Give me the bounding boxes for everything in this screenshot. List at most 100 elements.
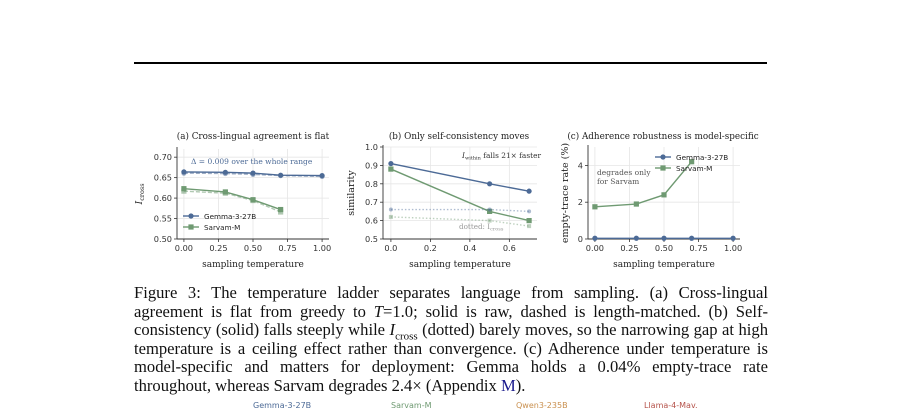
panel-c-title: (c) Adherence robustness is model-specif… xyxy=(567,131,758,142)
panel-b-series-2-point-1 xyxy=(487,207,492,212)
panel-a-legend-gemma-marker xyxy=(188,213,194,219)
panel-a-ytick-label-4: 0.70 xyxy=(154,152,172,162)
panel-c-ytick-label-1: 2 xyxy=(578,197,583,207)
panel-a-series-1-point-2 xyxy=(250,171,256,177)
panel-c-series-0-point-1 xyxy=(633,235,639,241)
panel-a-ylabel-subscript: cross xyxy=(138,183,146,200)
panel-b-series-1-point-1 xyxy=(487,208,493,214)
panel-b-ylabel: similarity xyxy=(346,170,357,216)
panel-b-annotation-text: falls 21× faster xyxy=(481,151,542,160)
panel-a-ytick-label-2: 0.60 xyxy=(154,193,172,203)
panel-b-series-2-line xyxy=(390,208,530,213)
caption-lead: Figure 3: The temperature ladder separat… xyxy=(134,283,768,321)
top-rule xyxy=(134,62,767,64)
panel-a-series-3-point-1 xyxy=(222,190,228,196)
panel-c-xlabel: sampling temperature xyxy=(613,260,715,270)
panel-b-annotation-subscript: within xyxy=(465,156,482,162)
panel-c-series-1-point-0 xyxy=(592,204,598,210)
panel-c-xtick-label-3: 0.75 xyxy=(689,243,707,253)
panel-b-dotted-note: dotted: Icross xyxy=(459,222,504,233)
panel-a-series-3-point-2 xyxy=(250,197,256,204)
bottom-legend-qwen: Qwen3-235B xyxy=(516,401,568,410)
caption-i-subscript: cross xyxy=(395,330,418,343)
panel-a-xtick-label-0: 0.00 xyxy=(175,243,193,253)
panel-b-xtick-label-2: 0.4 xyxy=(463,243,476,253)
panel-c-legend-gemma-marker xyxy=(660,154,666,160)
panel-c-annotation-line-1: degrades only xyxy=(597,168,651,177)
panel-b-series-3-point-0 xyxy=(388,214,393,219)
panel-b-title: (b) Only self-consistency moves xyxy=(389,131,530,142)
panel-a-xtick-label-3: 0.75 xyxy=(278,243,296,253)
panel-a-legend-sarvam-label: Sarvam-M xyxy=(204,223,240,232)
panel-b-ytick-label-2: 0.7 xyxy=(365,197,378,207)
caption-tail: ). xyxy=(515,375,526,395)
caption-middle: (dotted) barely moves, so the narrowing … xyxy=(134,320,769,395)
panel-c-xtick-label-2: 0.50 xyxy=(655,243,673,253)
panel-c-ytick-label-2: 4 xyxy=(578,160,583,170)
panel-c-series-1-point-2 xyxy=(661,192,667,198)
panel-c-series-0-point-2 xyxy=(661,235,667,241)
caption-i-symbol: I xyxy=(389,320,396,340)
panel-b-xlabel: sampling temperature xyxy=(409,260,511,270)
panel-c-series-1-line xyxy=(594,161,693,208)
panel-b-series-0-point-1 xyxy=(487,181,493,187)
panel-a-title: (a) Cross-lingual agreement is flat xyxy=(177,131,330,142)
panel-b-xtick-label-1: 0.2 xyxy=(424,243,437,253)
bottom-legend-llama: Llama-4-Mav. xyxy=(644,401,698,410)
panel-b-dotted-note-subscript: cross xyxy=(490,227,504,233)
panel-a-ylabel: Icross xyxy=(134,183,146,205)
panel-c-xtick-label-4: 1.00 xyxy=(724,243,742,253)
bottom-legend-gemma: Gemma-3-27B xyxy=(253,401,312,410)
panel-b-series-3-point-1 xyxy=(487,218,492,223)
panel-a-xtick-label-4: 1.00 xyxy=(313,243,331,253)
panel-b-dotted-note-text: dotted: I xyxy=(459,222,490,231)
panel-a-series-3-point-3 xyxy=(278,209,284,215)
panel-a-series-2-line xyxy=(183,187,281,211)
panel-b-ytick-label-4: 0.9 xyxy=(365,160,378,170)
panel-c-xtick-label-0: 0.00 xyxy=(586,243,604,253)
panel-a-xtick-label-2: 0.50 xyxy=(244,243,262,253)
panel-b-series-2-point-0 xyxy=(388,207,393,212)
panel-b-series-2-point-2 xyxy=(527,209,532,214)
panel-c-annotation-line-2: for Sarvam xyxy=(597,177,639,186)
panel-b-ytick-label-5: 1.0 xyxy=(365,142,378,152)
panel-c-series-0-point-3 xyxy=(689,235,695,241)
panel-c-series-0-point-0 xyxy=(592,235,598,241)
panel-c-series-1-point-3 xyxy=(689,159,695,165)
panel-b-annotation-symbol: I xyxy=(461,151,466,160)
panel-b-series-1-point-0 xyxy=(388,166,394,172)
panel-a-series-3-line xyxy=(183,190,281,213)
panel-c-xtick-label-1: 0.25 xyxy=(620,243,638,253)
bottom-legend-sarvam: Sarvam-M xyxy=(391,401,432,410)
panel-c-legend-sarvam-label: Sarvam-M xyxy=(676,164,712,173)
panel-b-xtick-label-0: 0.0 xyxy=(384,243,397,253)
panel-a-series-1-point-3 xyxy=(278,172,284,179)
panel-a-series-1-point-4 xyxy=(319,173,325,180)
panel-b-series-3-line xyxy=(390,216,530,227)
panel-c-legend-gemma-label: Gemma-3-27B xyxy=(676,153,728,162)
panel-a-legend-gemma-label: Gemma-3-27B xyxy=(204,212,256,221)
panel-c-ytick-label-0: 0 xyxy=(578,234,583,244)
panel-b-series-0-point-0 xyxy=(388,160,394,167)
panel-a-xtick-label-1: 0.25 xyxy=(209,243,227,253)
appendix-link[interactable]: M xyxy=(500,375,516,395)
panel-b-series-0-point-2 xyxy=(526,188,532,194)
panel-a-legend-sarvam-marker xyxy=(188,224,194,230)
panel-b-series-1-line xyxy=(390,168,530,222)
panel-a-series-1-point-0 xyxy=(181,170,187,176)
panel-c-ylabel: empty-trace rate (%) xyxy=(560,143,571,243)
figure-panels: 0.500.550.600.650.700.00 0.25 0.50 0.75 1.00… xyxy=(134,131,759,270)
panel-a-xlabel: sampling temperature xyxy=(202,260,304,270)
panel-b-ytick-label-3: 0.8 xyxy=(365,179,378,189)
panel-a-ytick-label-3: 0.65 xyxy=(154,173,172,183)
panel-b-annotation: Iwithin falls 21× faster xyxy=(461,151,541,162)
panel-a-series-3-point-0 xyxy=(181,188,187,194)
panel-a-series-1-point-1 xyxy=(222,170,228,177)
caption-temperature-value: =1.0; solid is raw, dashed is length-mat… xyxy=(134,301,768,340)
panel-c-legend-sarvam-marker xyxy=(660,165,666,171)
panel-a-ytick-label-1: 0.55 xyxy=(154,214,172,224)
figure-caption: Figure 3: The temperature ladder separat… xyxy=(134,283,769,396)
panel-b-xtick-label-3: 0.6 xyxy=(503,243,516,253)
panel-b-ytick-label-1: 0.6 xyxy=(365,216,378,226)
panel-c-series-0-point-4 xyxy=(730,235,736,241)
